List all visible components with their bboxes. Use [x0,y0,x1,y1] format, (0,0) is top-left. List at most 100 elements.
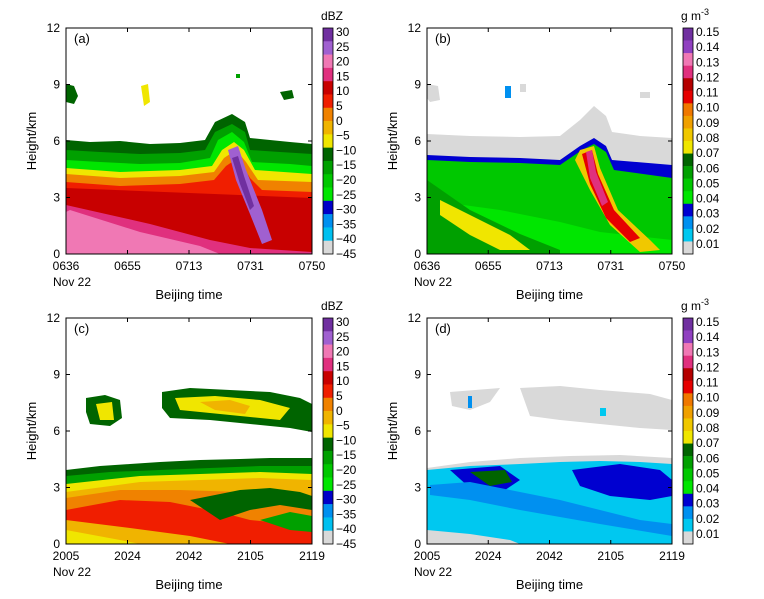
y-tick-label: 0 [53,537,60,551]
colorbar-tick-label: 0.14 [696,330,720,344]
colorbar-segment [683,28,693,41]
panel-d-label: (d) [435,321,451,336]
x-tick-label: 2024 [114,549,141,563]
x-tick-label: 2042 [536,549,563,563]
x-tick-label: 0713 [176,259,203,273]
x-axis-title: Beijing time [516,287,583,302]
colorbar-segment [683,431,693,444]
x-tick-label: 0750 [299,259,326,273]
colorbar-segment [683,531,693,545]
y-tick-label: 9 [414,368,421,382]
y-axis-title: Height/km [24,112,39,171]
panel-d-axes: 0 3 6 9 12 2005 2024 2042 2105 2119 Nov 22 Beijing … [385,311,685,592]
colorbar-segment [323,477,333,492]
colorbar-tick-label: 0.12 [696,360,720,374]
colorbar-tick-label: 15 [336,69,350,83]
colorbar-segment [683,115,693,129]
y-tick-label: 9 [53,368,60,382]
y-tick-label: 3 [414,481,421,495]
panel-a-axes: 0 3 6 9 12 0636 0655 0713 0731 0750 Nov 22 Beijing … [24,21,326,302]
colorbar-tick-label: 25 [336,40,350,54]
panel-a: (a) 0 3 6 9 12 0636 0655 0713 0731 0750 Nov 22 Beij… [24,9,357,302]
colorbar-segment [683,506,693,520]
panel-c-axes: 0 3 6 9 12 2005 2024 2042 2105 2119 Nov 22 Beijing … [24,311,325,592]
colorbar-tick-label: 5 [336,99,343,113]
y-tick-label: 12 [408,311,422,325]
colorbar-segment [323,530,333,545]
colorbar-segment [683,191,693,205]
colorbar-segment [683,166,693,179]
x-tick-label: 2005 [414,549,441,563]
colorbar-segment [323,240,333,255]
colorbar-tick-label: 0.09 [696,406,720,420]
y-tick-label: 6 [414,134,421,148]
colorbar-segment [683,456,693,469]
colorbar-tick-label: −10 [336,433,357,447]
colorbar-tick-label: 0.07 [696,436,720,450]
colorbar-unit-base: dBZ [321,9,343,23]
panel-d: (d) 0 3 6 9 12 2005 2024 2042 2105 2119 Nov 22 Beij… [385,297,720,592]
colorbar-segment [683,343,693,356]
colorbar-tick-label: 10 [336,374,350,388]
colorbar-segment [683,216,693,230]
x-tick-label: 0731 [237,259,264,273]
colorbar-segment [683,481,693,495]
x-tick-label: 2042 [176,549,203,563]
colorbar-tick-label: 0.11 [696,376,719,390]
x-date-label: Nov 22 [414,565,452,579]
y-tick-label: 9 [414,78,421,92]
colorbar-tick-label: −20 [336,173,357,187]
colorbar-tick-label: −40 [336,522,357,536]
colorbar-tick-label: −30 [336,493,357,507]
colorbar-tick-label: −15 [336,448,357,462]
colorbar-tick-label: −35 [336,217,357,231]
colorbar-tick-label: 0.06 [696,161,720,175]
colorbar-tick-label: 0.05 [696,176,720,190]
colorbar-segment [323,450,333,465]
x-tick-label: 2119 [299,549,325,563]
colorbar-segment [683,355,693,369]
x-tick-label: 0655 [114,259,141,273]
x-tick-label: 0713 [536,259,563,273]
colorbar-tick-label: −30 [336,203,357,217]
y-tick-label: 9 [53,78,60,92]
x-axis-title: Beijing time [155,577,222,592]
colorbar-segment [683,178,693,192]
colorbar-tick-label: 0.10 [696,101,720,115]
colorbar-tick-label: −15 [336,158,357,172]
colorbar-tick-label: 0.04 [696,192,720,206]
colorbar-segment [683,443,693,457]
colorbar-tick-label: 30 [336,315,350,329]
colorbar-segment [323,94,333,109]
colorbar-segment [323,174,333,188]
colorbar-segment [323,318,333,332]
x-axis-title: Beijing time [155,287,222,302]
panel-b-colorbar: 0.150.140.130.12 0.110.100.090.080.070.06… [681,7,720,255]
panel-d-field [427,318,672,544]
colorbar-segment [683,405,693,419]
colorbar-tick-label: 0.01 [696,237,720,251]
colorbar-tick-label: 0.03 [696,207,720,221]
colorbar-segment [683,65,693,79]
y-tick-label: 3 [53,191,60,205]
colorbar-unit: g m-3 [681,7,709,23]
panel-a-label: (a) [74,31,90,46]
colorbar-segment [683,493,693,507]
colorbar-tick-label: 0.07 [696,146,720,160]
colorbar-segment [323,490,333,505]
colorbar-tick-label: 0.04 [696,482,720,496]
x-tick-label: 0636 [414,259,441,273]
colorbar-tick-label: −5 [336,129,350,143]
panel-b-axes: 0 3 6 9 12 0636 0655 0713 0731 0750 Nov 22 Beijing … [385,21,686,302]
colorbar-segment [683,518,693,532]
colorbar-tick-label: 0.09 [696,116,720,130]
colorbar-segment [323,464,333,478]
colorbar-tick-label: −40 [336,232,357,246]
colorbar-tick-label: 0.02 [696,512,720,526]
colorbar-segment [323,187,333,202]
panel-a-field [66,28,312,254]
x-tick-label: 0636 [53,259,80,273]
colorbar-segment [323,357,333,372]
